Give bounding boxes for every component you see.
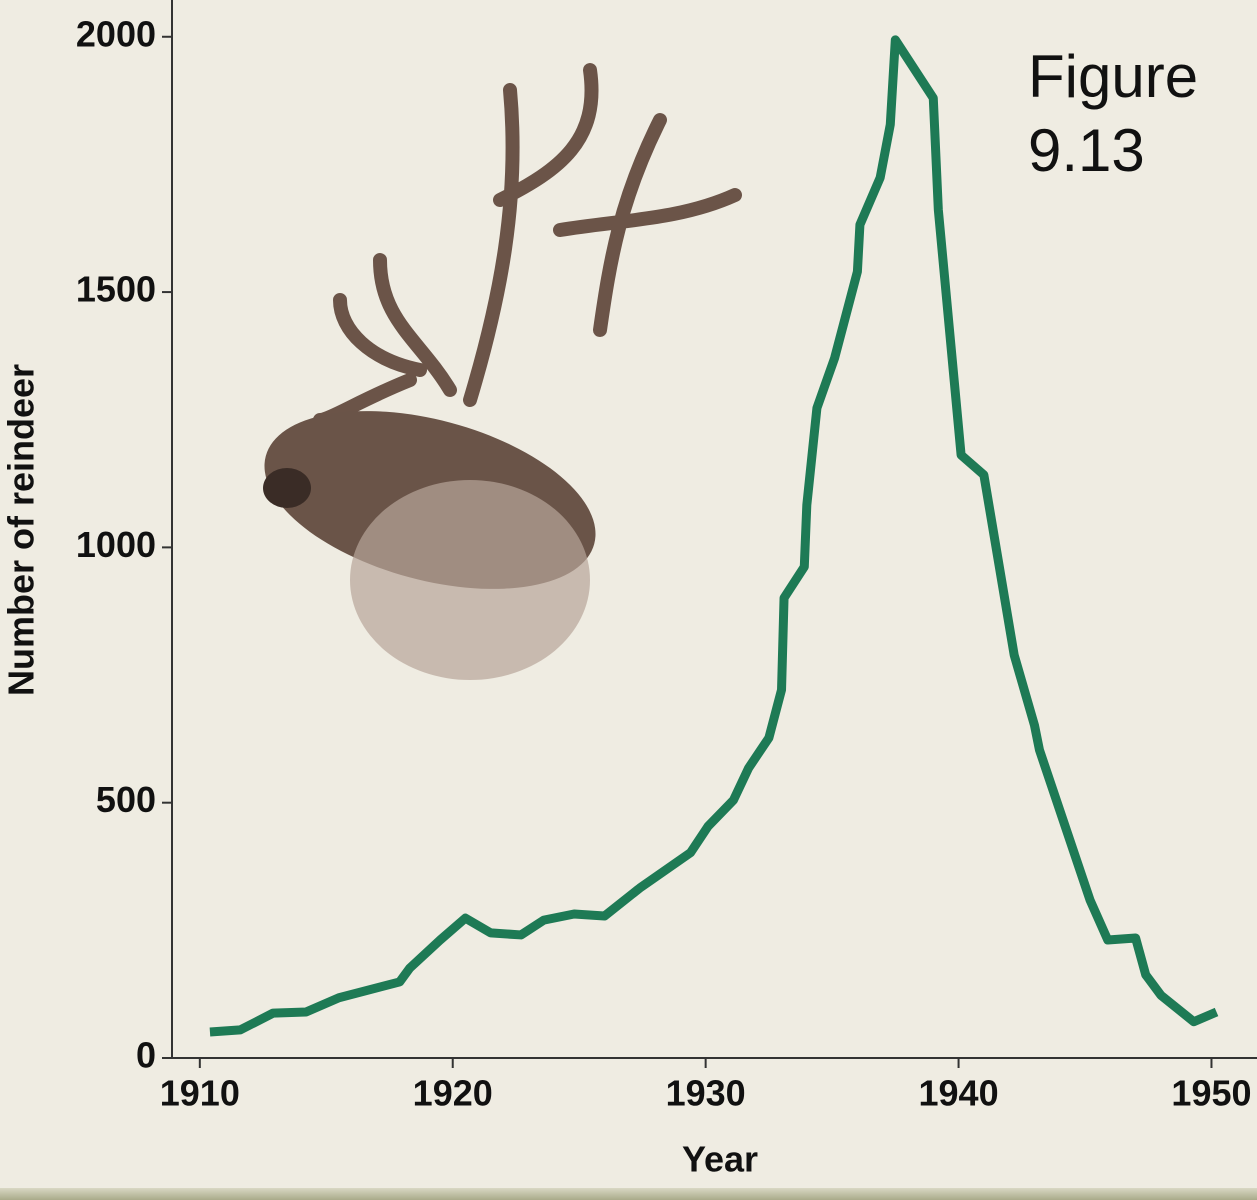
bottom-strip — [0, 1188, 1257, 1200]
figure-annotation: Figure 9.13 — [1028, 43, 1199, 184]
y-tick-label: 1000 — [76, 524, 156, 565]
x-tick-label: 1930 — [666, 1073, 746, 1114]
y-tick-label: 1500 — [76, 269, 156, 310]
y-tick-label: 500 — [96, 779, 156, 820]
y-tick-label: 0 — [136, 1035, 156, 1076]
x-axis-label: Year — [682, 1139, 758, 1180]
reindeer-illustration — [263, 63, 742, 680]
y-axis-label: Number of reindeer — [1, 364, 42, 696]
x-tick-label: 1920 — [413, 1073, 493, 1114]
x-tick-label: 1940 — [919, 1073, 999, 1114]
y-tick-label: 2000 — [76, 13, 156, 54]
data-line — [209, 35, 1219, 1037]
x-tick-label: 1950 — [1171, 1073, 1251, 1114]
x-tick-label: 1910 — [160, 1073, 240, 1114]
